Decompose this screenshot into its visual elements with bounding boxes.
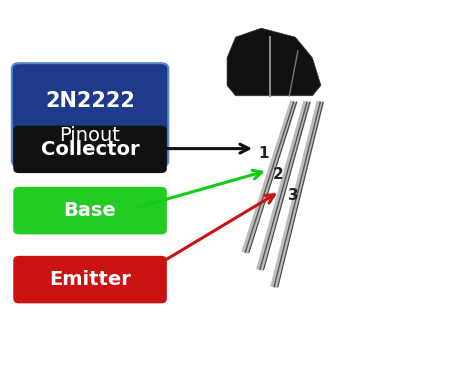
FancyBboxPatch shape <box>13 256 167 303</box>
Text: Emitter: Emitter <box>49 270 131 289</box>
FancyBboxPatch shape <box>13 187 167 234</box>
Text: 2N2222: 2N2222 <box>45 91 135 111</box>
Text: Base: Base <box>64 201 117 220</box>
Text: 1: 1 <box>258 146 269 161</box>
Text: Pinout: Pinout <box>60 126 120 145</box>
Text: 3: 3 <box>288 188 299 203</box>
Text: Collector: Collector <box>41 140 139 159</box>
Text: 2: 2 <box>273 167 283 182</box>
FancyBboxPatch shape <box>12 63 168 167</box>
Polygon shape <box>227 28 321 96</box>
FancyBboxPatch shape <box>13 126 167 173</box>
